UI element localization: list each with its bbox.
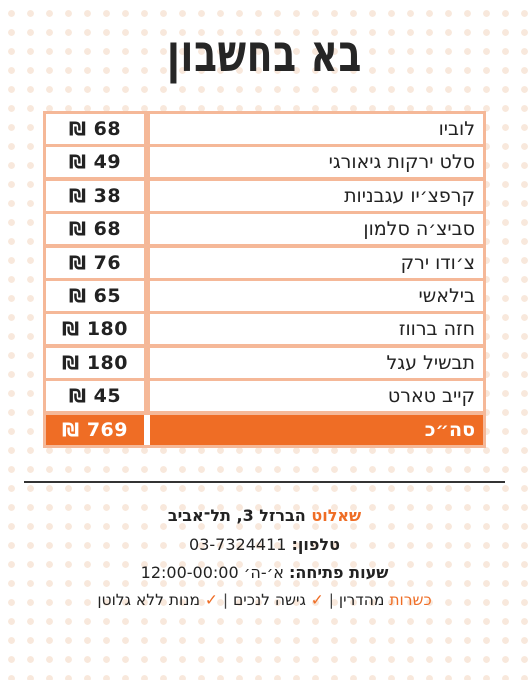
hours-line: שעות פתיחה: א׳-ה׳ 12:00-00:00	[0, 563, 529, 582]
phone-line: טלפון: 03-7324411	[0, 535, 529, 554]
item-price: 180 ₪	[46, 314, 144, 345]
separator: |	[217, 591, 233, 609]
bill-row: 68 ₪ סביצ׳ה סלמון	[46, 214, 483, 245]
item-name: לוביו	[150, 114, 483, 144]
hours-value: א׳-ה׳ 12:00-00:00	[140, 563, 290, 582]
item-price: 38 ₪	[46, 180, 144, 211]
phone-number: 03-7324411	[189, 535, 292, 554]
item-price: 68 ₪	[46, 114, 144, 144]
restaurant-address: הברזל 3, תל־אביב	[167, 506, 312, 525]
total-price: 769 ₪	[46, 414, 144, 445]
item-name: קייב טארט	[150, 381, 483, 412]
item-price: 49 ₪	[46, 147, 144, 178]
page-title: בא בחשבון	[166, 24, 363, 84]
check-icon: ✓	[310, 591, 324, 609]
bill-row: 45 ₪ קייב טארט	[46, 381, 483, 412]
item-name: קרפצ׳יו עגבניות	[150, 180, 483, 211]
item-name: בילאשי	[150, 280, 483, 311]
accessibility-feature: גישה לנכים	[233, 591, 311, 609]
item-price: 68 ₪	[46, 214, 144, 245]
separator: |	[323, 591, 339, 609]
kosher-value: מהדרין	[338, 591, 390, 609]
bill-row: 180 ₪ חזה ברווז	[46, 314, 483, 345]
item-price: 65 ₪	[46, 280, 144, 311]
bill-row: 68 ₪ לוביו	[46, 114, 483, 144]
hours-label: שעות פתיחה:	[289, 563, 389, 582]
item-name: תבשיל עגל	[150, 347, 483, 378]
item-name: סלט ירקות גיאורגי	[150, 147, 483, 178]
item-name: חזה ברווז	[150, 314, 483, 345]
bill-row: 38 ₪ קרפצ׳יו עגבניות	[46, 180, 483, 211]
check-icon: ✓	[204, 591, 218, 609]
item-name: סביצ׳ה סלמון	[150, 214, 483, 245]
bill-row: 180 ₪ תבשיל עגל	[46, 347, 483, 378]
bill-row: 65 ₪ בילאשי	[46, 280, 483, 311]
bill-row: 76 ₪ צ׳ודו ירק	[46, 247, 483, 278]
total-row: 769 ₪ סה״כ	[46, 414, 483, 445]
total-label: סה״כ	[150, 414, 483, 445]
bill-row: 49 ₪ סלט ירקות גיאורגי	[46, 147, 483, 178]
restaurant-name: שאלוט	[311, 506, 362, 525]
item-name: צ׳ודו ירק	[150, 247, 483, 278]
bill-table: 68 ₪ לוביו 49 ₪ סלט ירקות גיאורגי 38 ₪ ק…	[43, 111, 486, 448]
item-price: 180 ₪	[46, 347, 144, 378]
kosher-label: כשרות	[389, 591, 432, 609]
gluten-free-feature: מנות ללא גלוטן	[97, 591, 205, 609]
restaurant-address-line: שאלוט הברזל 3, תל־אביב	[0, 506, 529, 525]
item-price: 45 ₪	[46, 381, 144, 412]
item-price: 76 ₪	[46, 247, 144, 278]
features-line: כשרות מהדרין | ✓ גישה לנכים | ✓ מנות ללא…	[0, 591, 529, 609]
phone-label: טלפון:	[291, 535, 340, 554]
divider	[24, 481, 505, 483]
